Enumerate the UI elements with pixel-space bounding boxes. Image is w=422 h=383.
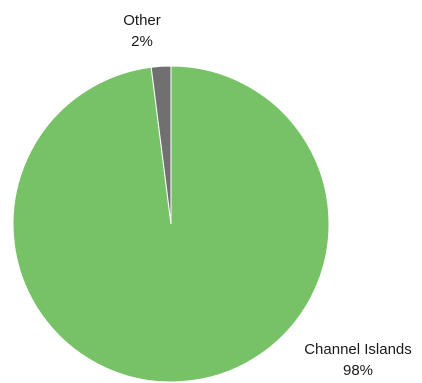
pie-slices <box>12 65 330 383</box>
pie-slice-other <box>150 65 172 225</box>
slice-value-channel-islands: 98% <box>343 362 373 379</box>
slice-label-other: Other <box>123 12 161 29</box>
slice-value-other: 2% <box>131 33 153 50</box>
slice-label-channel-islands: Channel Islands <box>304 341 412 358</box>
